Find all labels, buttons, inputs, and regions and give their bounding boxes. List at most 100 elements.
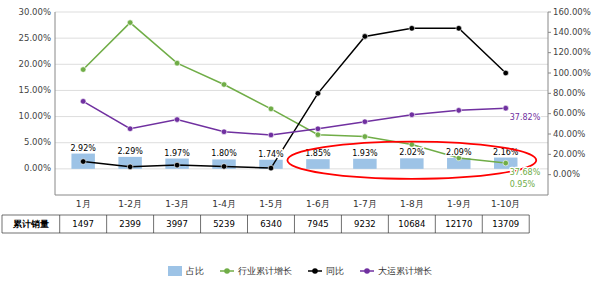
table-value: 12170: [445, 219, 472, 229]
legend-label: 占比: [186, 266, 204, 276]
marker: [315, 126, 321, 132]
marker: [409, 142, 415, 148]
data-label: 2.09%: [446, 148, 472, 157]
y2-tick-label: 40.00%: [553, 129, 585, 139]
grid-line: [55, 142, 548, 143]
table-value: 7945: [307, 219, 329, 229]
table-border: [2, 215, 3, 233]
chart: 0.00%5.00%10.00%15.00%20.00%25.00%30.00%…: [0, 0, 600, 289]
marker: [268, 132, 274, 138]
x-tick-label: 1-5月: [259, 199, 283, 209]
marker: [174, 117, 180, 123]
x-tick-label: 1-9月: [447, 199, 471, 209]
marker: [221, 164, 227, 170]
annotation: 0.95%: [510, 180, 536, 189]
marker: [268, 106, 274, 112]
y2-tick-label: 120.00%: [553, 47, 591, 57]
y2-tick-label: 140.00%: [553, 27, 591, 37]
marker: [409, 25, 415, 31]
y2-tick-label: 60.00%: [553, 108, 585, 118]
x-tick-label: 1-7月: [353, 199, 377, 209]
grid-line: [55, 90, 548, 91]
x-tick-label: 1-2月: [118, 199, 142, 209]
annotation: 37.82%: [510, 113, 541, 122]
marker: [503, 105, 509, 111]
table-border: [153, 215, 154, 233]
table-border: [2, 233, 529, 234]
data-label: 2.29%: [117, 147, 143, 156]
marker: [221, 129, 227, 135]
marker: [503, 70, 509, 76]
table-border: [59, 215, 60, 233]
marker: [362, 34, 368, 40]
marker: [456, 25, 462, 31]
y-tick-label: 10.00%: [19, 111, 51, 121]
table-border: [482, 215, 483, 233]
y2-axis-line: [548, 12, 549, 195]
table-value: 2399: [119, 219, 141, 229]
x-axis-line: [55, 195, 548, 196]
table-value: 5239: [213, 219, 235, 229]
legend-item: 行业累计增长: [220, 266, 292, 276]
legend-swatch: [364, 268, 370, 274]
legend-swatch: [312, 268, 318, 274]
legend-label: 行业累计增长: [238, 266, 292, 276]
table-border: [106, 215, 107, 233]
grid: [55, 12, 548, 169]
table-border: [529, 215, 530, 233]
marker: [80, 159, 86, 165]
table-border: [294, 215, 295, 233]
table: 累计销量149723993997523963407945923210684121…: [2, 215, 529, 233]
marker: [315, 132, 321, 138]
table-border: [388, 215, 389, 233]
table-value: 10684: [398, 219, 425, 229]
legend-item: 同比: [308, 266, 344, 276]
marker: [456, 108, 462, 114]
y2-tick-label: 100.00%: [553, 68, 591, 78]
x-tick-label: 1-10月: [491, 199, 520, 209]
x-tick-label: 1-8月: [400, 199, 424, 209]
table-value: 6340: [260, 219, 282, 229]
marker: [80, 99, 86, 105]
x-tick-label: 1-3月: [165, 199, 189, 209]
marker: [409, 112, 415, 118]
table-border: [247, 215, 248, 233]
marker: [268, 165, 274, 171]
y2-tick-label: 0.00%: [553, 169, 580, 179]
table-value: 3997: [166, 219, 188, 229]
table-border: [200, 215, 201, 233]
legend-swatch: [224, 268, 230, 274]
legend-swatch: [168, 266, 182, 276]
legend-item: 占比: [168, 266, 204, 277]
data-label: 2.92%: [70, 144, 96, 153]
marker: [174, 60, 180, 66]
data-label: 2.02%: [399, 148, 425, 157]
table-border: [435, 215, 436, 233]
table-value: 1497: [72, 219, 94, 229]
line: [83, 28, 506, 168]
x-tick-label: 1-6月: [306, 199, 330, 209]
legend-label: 大运累计增长: [378, 266, 432, 276]
bar: [353, 159, 376, 169]
grid-line: [55, 38, 548, 39]
marker: [362, 134, 368, 140]
marker: [362, 119, 368, 125]
x-tick-label: 1-4月: [212, 199, 236, 209]
data-label: 1.80%: [211, 149, 237, 158]
grid-line: [55, 116, 548, 117]
labels: 2.92%2.29%1.97%1.80%1.74%1.85%1.93%2.02%…: [70, 144, 518, 159]
y-tick-label: 15.00%: [19, 85, 51, 95]
marks: [71, 20, 517, 171]
marker: [80, 67, 86, 73]
y2-tick-label: 80.00%: [553, 88, 585, 98]
y-axis-line: [55, 12, 56, 195]
bar: [165, 159, 188, 169]
y-tick-label: 5.00%: [24, 137, 51, 147]
legend: 占比 行业累计增长 同比 大运累计增长: [168, 266, 432, 277]
y-tick-label: 25.00%: [19, 33, 51, 43]
y-tick-label: 20.00%: [19, 59, 51, 69]
data-label: 1.97%: [164, 149, 190, 158]
bar: [306, 159, 329, 169]
marker: [174, 162, 180, 168]
marker: [127, 20, 133, 26]
